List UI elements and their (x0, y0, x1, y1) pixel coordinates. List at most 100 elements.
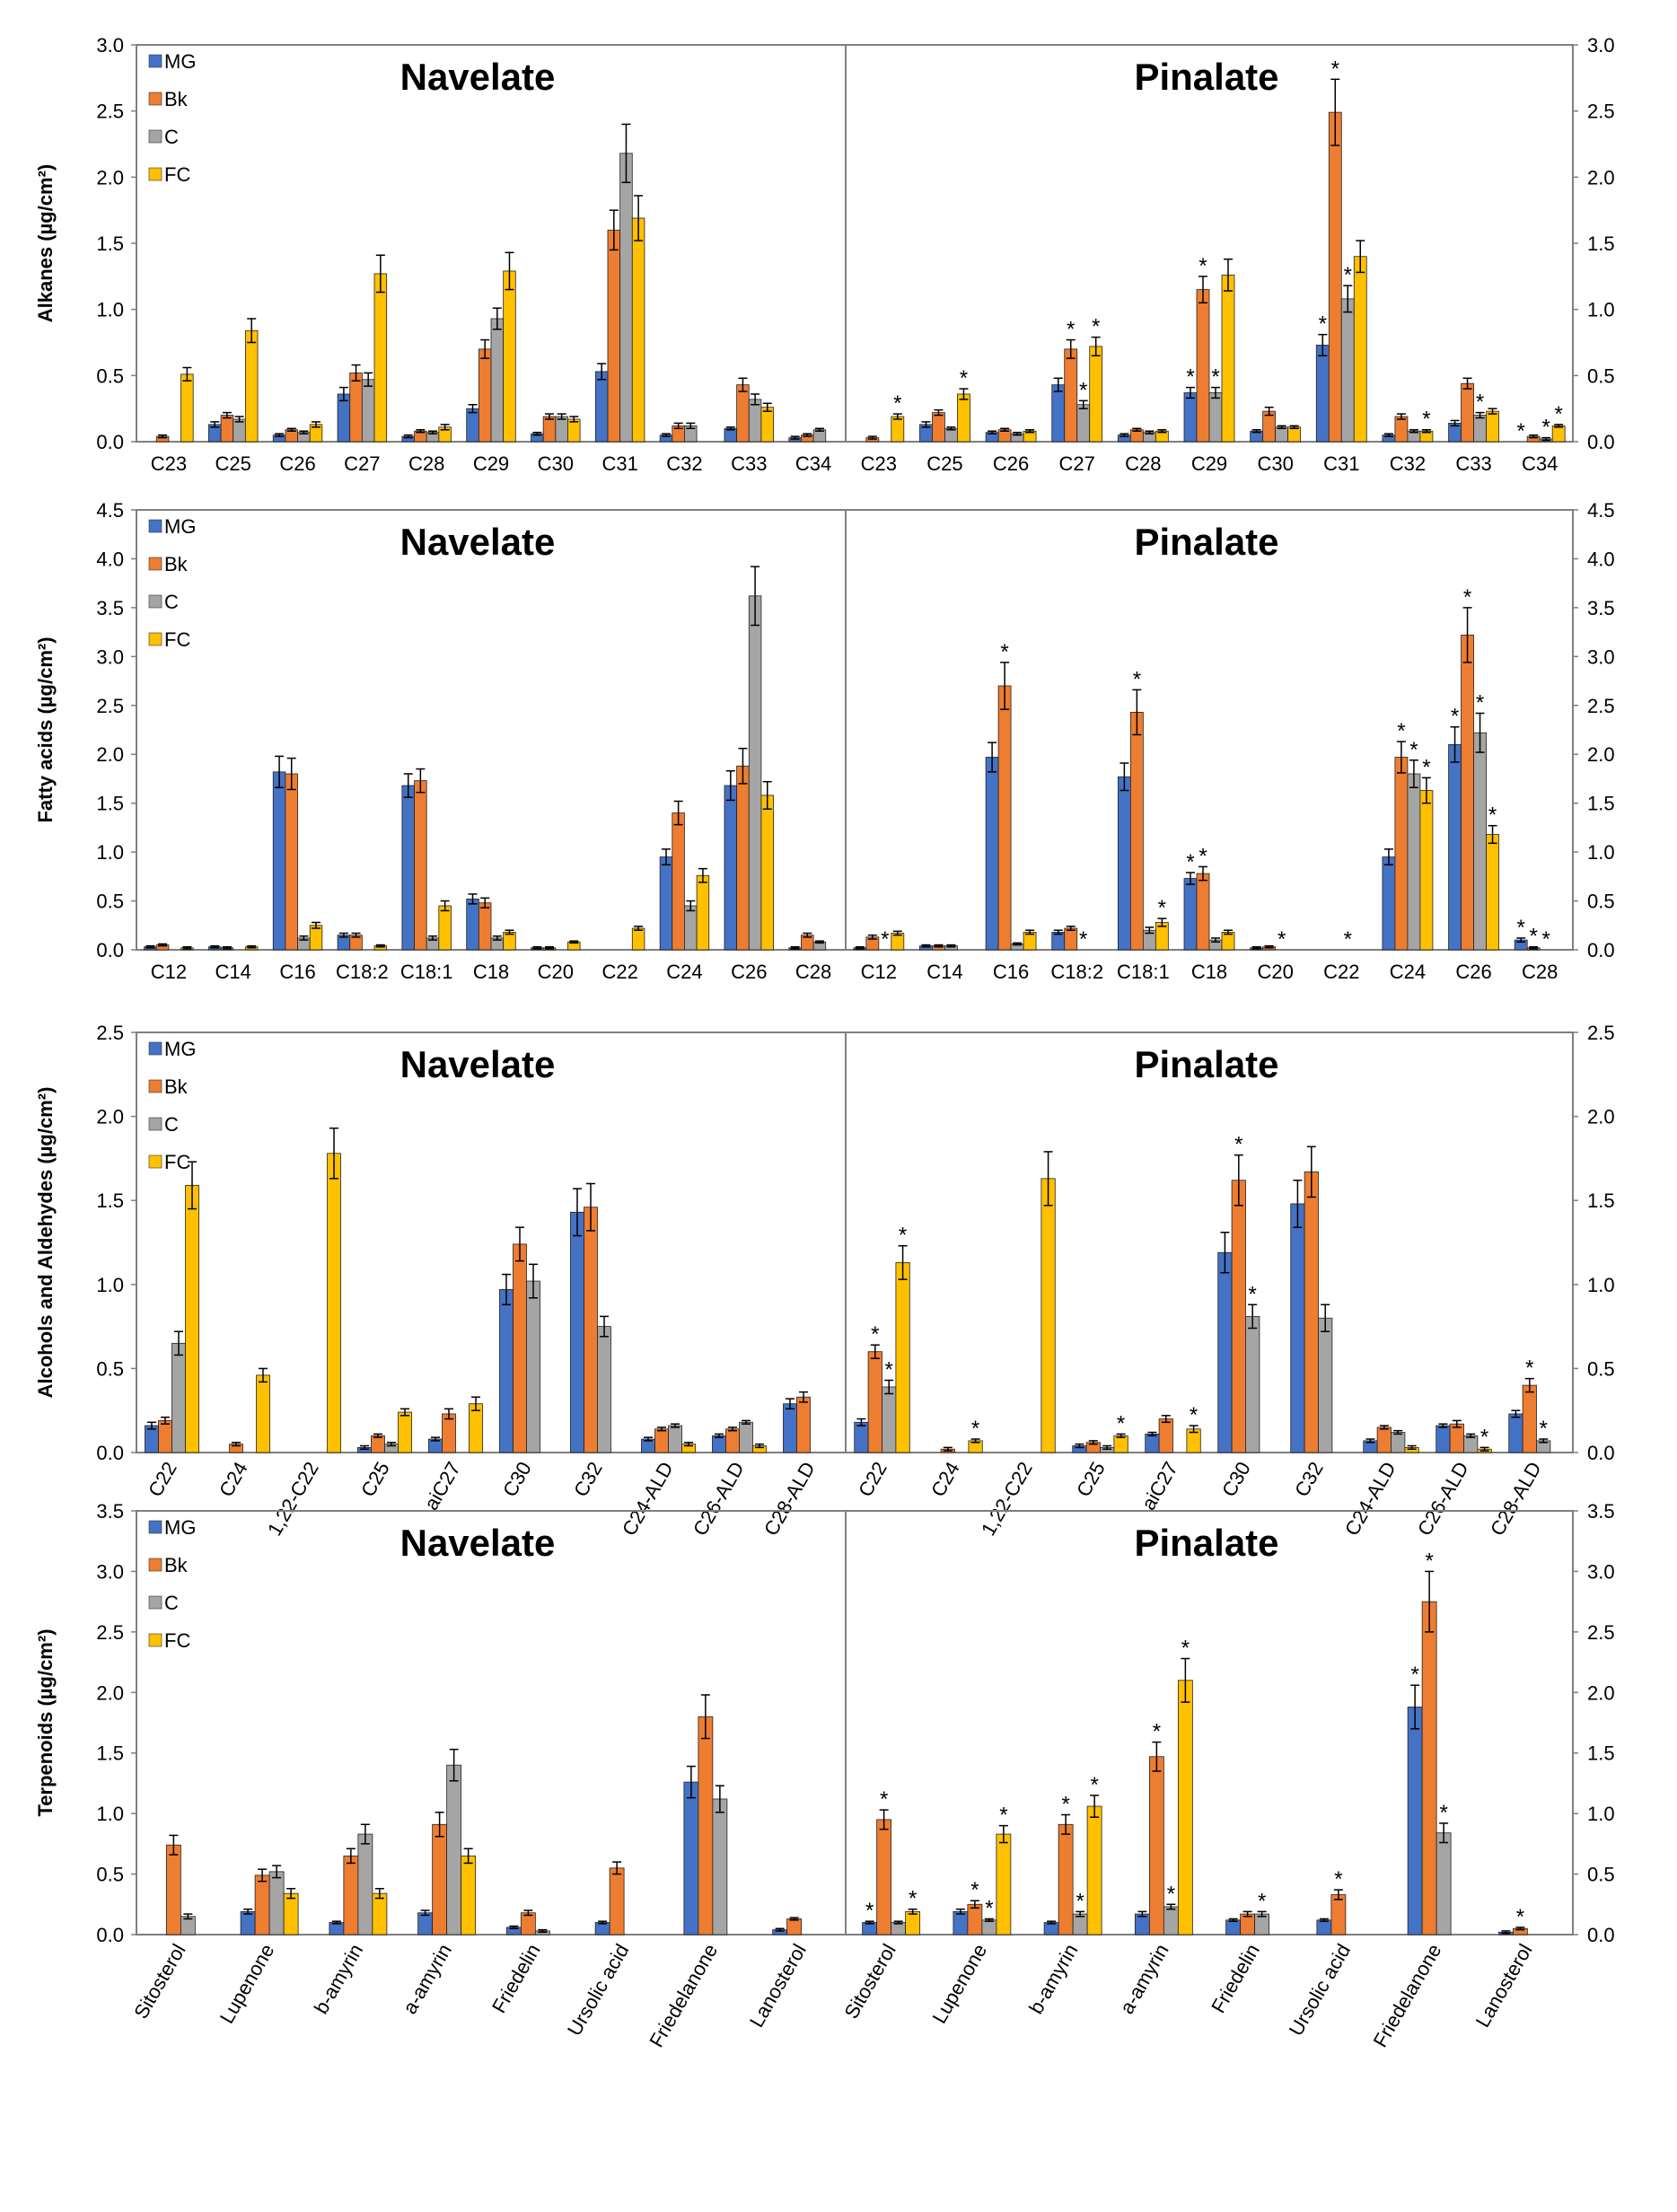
navelate-x-tick-label: C30 (538, 452, 574, 475)
legend-label-fc: FC (164, 163, 190, 186)
pinalate-bar-mg (1315, 345, 1330, 443)
significance-star: * (1554, 402, 1562, 426)
pinalate-bar-bk (1196, 289, 1210, 443)
navelate-x-tick-label: a-amyrin (399, 1940, 456, 2018)
pinalate-bar-c (882, 1386, 897, 1453)
navelate-x-tick-label: C27 (344, 452, 380, 475)
navelate-x-tick-label: C32 (666, 452, 702, 475)
legend-swatch-fc (148, 632, 162, 646)
pinalate-title: Pinalate (1134, 56, 1278, 98)
significance-star: * (1439, 1801, 1447, 1825)
significance-star: * (1410, 1663, 1418, 1687)
significance-star: * (999, 1804, 1007, 1828)
significance-star: * (1488, 803, 1497, 828)
pinalate-bar-mg (1051, 932, 1066, 951)
navelate-bar-mg (272, 771, 286, 951)
y-tick-label-left: 4.0 (96, 548, 124, 570)
legend-swatch-mg (148, 54, 162, 68)
legend-swatch-fc (148, 167, 162, 181)
y-tick-label-left: 3.0 (96, 645, 124, 668)
pinalate-x-tick-label: C24 (926, 1458, 964, 1500)
y-tick-label-right: 2.5 (1587, 1022, 1615, 1044)
navelate-title: Navelate (400, 56, 556, 98)
significance-star: * (960, 366, 968, 391)
pinalate-bar-bk (1158, 1418, 1173, 1453)
significance-star: * (1211, 365, 1219, 390)
navelate-bar-mg (659, 856, 673, 951)
legend-label-fc: FC (164, 628, 190, 651)
pinalate-x-tick-label: b-amyrin (1024, 1940, 1082, 2018)
pinalate-bar-fc (1287, 426, 1302, 443)
significance-star: * (885, 1358, 893, 1382)
y-tick-label-right: 1.5 (1587, 1189, 1615, 1212)
navelate-x-tick-label: C28-ALD (759, 1458, 820, 1540)
pinalate-x-tick-label: aiC27 (1137, 1458, 1181, 1514)
pinalate-bar-bk (1421, 1601, 1437, 1936)
navelate-bar-c (739, 1421, 753, 1453)
pinalate-bar-c (1275, 426, 1289, 443)
y-axis-label: Terpenoids (µg/cm²) (34, 1628, 57, 1816)
navelate-bar-bk (725, 1428, 740, 1453)
significance-star: * (1480, 1425, 1488, 1449)
pinalate-bar-fc (895, 1262, 910, 1453)
navelate-bar-c (446, 1764, 462, 1936)
pinalate-bar-fc (957, 393, 970, 443)
y-axis-label: Alkanes (µg/cm²) (34, 164, 57, 323)
navelate-bar-fc (244, 329, 259, 443)
y-tick-label-left: 2.5 (96, 1621, 124, 1644)
navelate-x-tick-label: C24 (215, 1458, 252, 1500)
pinalate-bar-bk (1461, 634, 1474, 951)
pinalate-bar-c (981, 1919, 997, 1936)
pinalate-bar-fc (1089, 346, 1103, 443)
pinalate-x-tick-label: C28 (1125, 452, 1161, 475)
navelate-bar-mg (240, 1910, 256, 1936)
pinalate-bar-bk (867, 1351, 882, 1453)
pinalate-bar-c (1076, 404, 1091, 443)
pinalate-bar-c (1318, 1317, 1333, 1453)
y-tick-label-left: 4.5 (96, 499, 124, 522)
y-tick-label-right: 4.5 (1587, 499, 1615, 522)
navelate-bar-c (555, 416, 568, 443)
navelate-x-tick-label: C32 (569, 1458, 607, 1500)
navelate-bar-mg (712, 1435, 726, 1453)
pinalate-bar-bk (1376, 1426, 1392, 1453)
navelate-bar-mg (570, 1211, 584, 1453)
pinalate-bar-fc (1486, 410, 1499, 443)
legend-label-mg: MG (164, 1038, 196, 1060)
navelate-bar-mg (594, 371, 609, 443)
pinalate-plot-frame (845, 1031, 1574, 1453)
navelate-bar-fc (631, 217, 645, 443)
pinalate-x-tick-label: C20 (1257, 961, 1293, 983)
y-tick-label-left: 0.0 (96, 1442, 124, 1464)
navelate-bar-mg (401, 785, 415, 951)
navelate-x-tick-label: Friedelanone (645, 1940, 722, 2051)
pinalate-bar-bk (1449, 1423, 1464, 1453)
y-tick-label-right: 3.0 (1587, 645, 1615, 668)
navelate-x-tick-label: C26-ALD (689, 1458, 749, 1540)
legend-label-mg: MG (164, 515, 196, 538)
legend-swatch-fc (148, 1154, 162, 1169)
navelate-x-tick-label: C28 (795, 961, 831, 983)
navelate-bar-fc (631, 927, 645, 951)
legend-swatch-c (148, 1595, 162, 1610)
legend-label-c: C (164, 591, 179, 613)
navelate-x-tick-label: C26 (731, 961, 767, 983)
pinalate-x-tick-label: C26 (1455, 961, 1491, 983)
pinalate-bar-fc (1113, 1435, 1128, 1453)
pinalate-bar-mg (1316, 1919, 1332, 1936)
pinalate-bar-c (1473, 415, 1487, 443)
significance-star: * (1319, 312, 1327, 337)
chart-3: 0.0 0.0 0.5 0.5 1.0 1.0 1.5 1.5 2.0 2.0 2.5 2.5 Alco… (34, 1022, 1615, 1540)
legend-swatch-c (148, 1117, 162, 1131)
y-tick-label-left: 1.5 (96, 1189, 124, 1212)
legend-swatch-bk (148, 1558, 162, 1572)
significance-star: * (1476, 391, 1484, 415)
significance-star: * (1463, 585, 1471, 610)
y-tick-label-right: 0.5 (1587, 364, 1615, 387)
navelate-x-tick-label: C12 (151, 961, 187, 983)
significance-star: * (1061, 1792, 1069, 1816)
navelate-bar-c (712, 1798, 728, 1936)
pinalate-title: Pinalate (1134, 521, 1278, 563)
pinalate-bar-mg (1217, 1251, 1233, 1453)
y-tick-label-left: 2.0 (96, 1681, 124, 1704)
